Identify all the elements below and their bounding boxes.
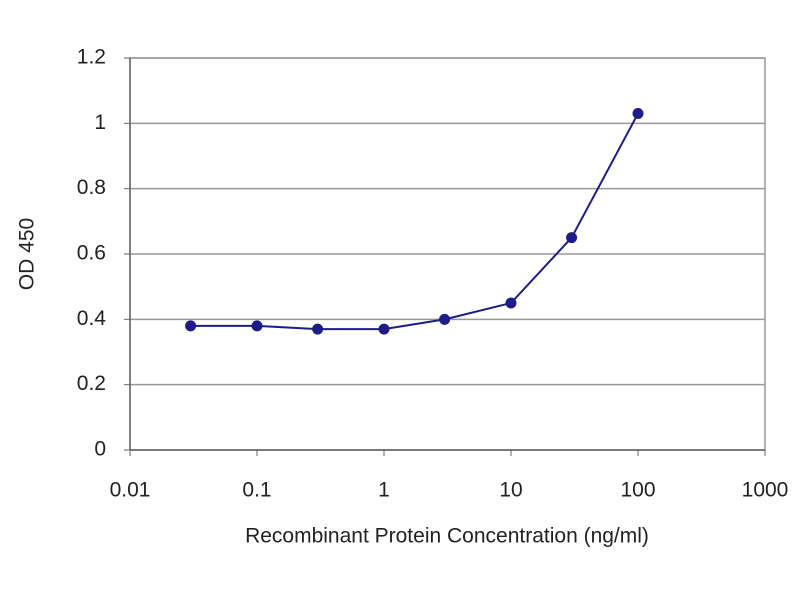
y-tick-label: 0.2 bbox=[77, 372, 106, 395]
data-line bbox=[190, 113, 639, 331]
data-point bbox=[185, 320, 197, 332]
y-tick-label: 1.2 bbox=[77, 46, 106, 69]
data-point bbox=[505, 297, 517, 309]
data-point bbox=[439, 313, 451, 325]
data-point bbox=[632, 108, 644, 120]
y-tick-label: 0 bbox=[94, 438, 106, 461]
x-tick-label: 0.1 bbox=[242, 479, 271, 502]
x-tick-label: 100 bbox=[620, 479, 655, 502]
y-tick-label: 0.8 bbox=[77, 176, 106, 199]
x-tick-label: 0.01 bbox=[110, 479, 151, 502]
x-tick-label: 1000 bbox=[742, 479, 789, 502]
y-tick-label: 1 bbox=[94, 111, 106, 134]
x-tick-label: 1 bbox=[378, 479, 390, 502]
x-axis-label: Recombinant Protein Concentration (ng/ml… bbox=[245, 525, 649, 548]
y-axis-label: OD 450 bbox=[16, 218, 39, 290]
data-point bbox=[566, 232, 578, 244]
y-tick-label: 0.6 bbox=[77, 242, 106, 265]
x-tick-label: 10 bbox=[499, 479, 522, 502]
data-point bbox=[312, 323, 324, 335]
data-point bbox=[378, 323, 390, 335]
data-point bbox=[251, 320, 263, 332]
y-tick-label: 0.4 bbox=[77, 307, 107, 330]
